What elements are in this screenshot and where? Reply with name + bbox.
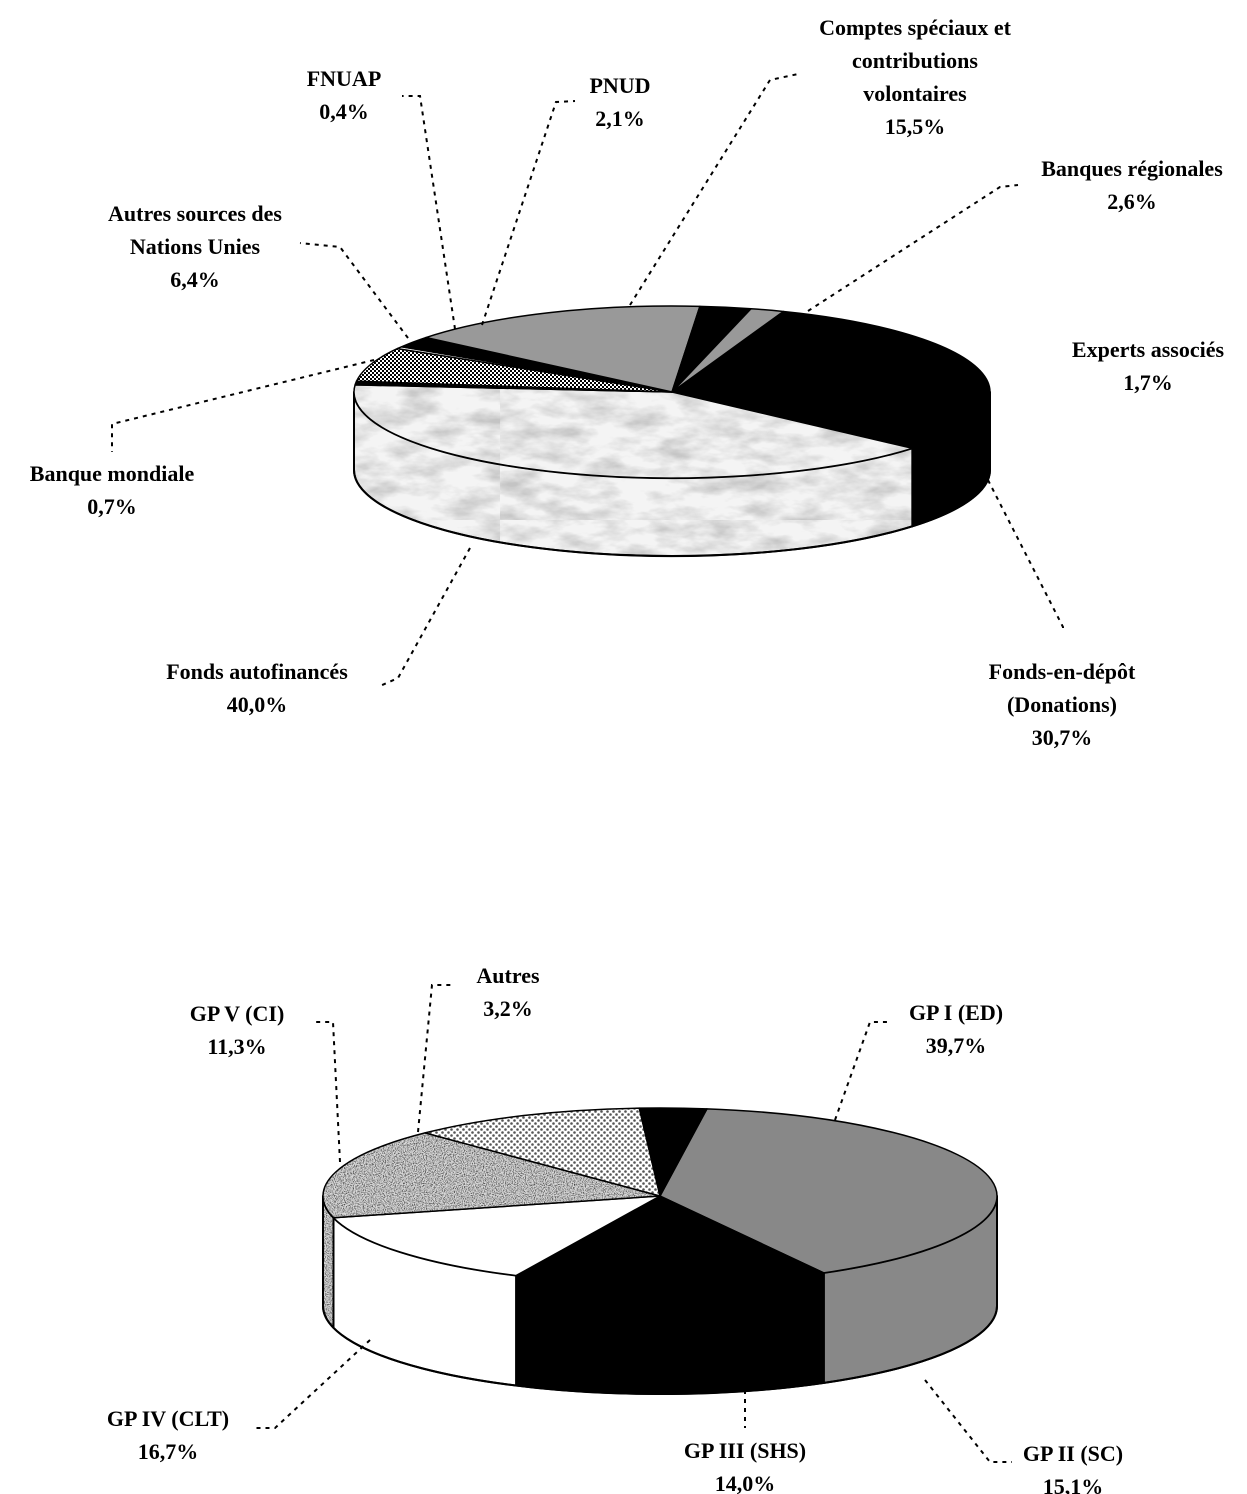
- slice-label-fnuap: FNUAP: [307, 66, 382, 91]
- pie-slice-comptes-speciaux-et-contributions-volontaires: [425, 305, 701, 393]
- pie-chart-funding-sources: Fonds-en-dépôt (Donations) 30,7% Fonds auto…: [30, 15, 1225, 750]
- leader-line-gp-iv-clt: [252, 1339, 371, 1429]
- leader-line-autres: [417, 984, 452, 1133]
- leader-line-autres-sources-des-nations-unies: [299, 242, 409, 339]
- slice-label-pnud: PNUD: [589, 73, 650, 98]
- slice-value-experts-associes: 1,7%: [1123, 370, 1173, 395]
- slice-value-banques-regionales: 2,6%: [1107, 189, 1157, 214]
- slice-label-comptes-speciaux-et-contributions-volontaires: contributions: [852, 48, 978, 73]
- leader-line-gp-i-ed: [834, 1021, 888, 1121]
- slice-value-fonds-autofinances: 40,0%: [227, 692, 288, 717]
- leader-line-gp-ii-sc: [924, 1379, 1012, 1463]
- slice-label-experts-associes: Experts associés: [1072, 337, 1225, 362]
- pie-slices: [322, 1107, 998, 1285]
- pie-rim-outline: [353, 392, 991, 557]
- leader-line-fnuap: [402, 95, 456, 330]
- slice-label-gp-ii-sc: GP II (SC): [1023, 1441, 1123, 1466]
- pie-slice-fonds-en-depot-donations: [671, 310, 991, 450]
- pie-slice-gp-v-ci: [424, 1107, 661, 1197]
- slice-label-autres: Autres: [476, 963, 540, 988]
- pie-slice-autres-sources-des-nations-unies: [355, 347, 673, 393]
- pie-slice-fonds-autofinances: [353, 384, 914, 479]
- leader-line-fonds-en-depot-donations: [987, 479, 1064, 633]
- slice-value-fonds-en-depot-donations: 30,7%: [1032, 725, 1093, 750]
- slice-label-gp-i-ed: GP I (ED): [909, 1000, 1003, 1025]
- pie-slice-autres: [638, 1107, 708, 1197]
- pie-slice-gp-iv-clt: [322, 1132, 661, 1219]
- leader-line-gp-iii-shs: [659, 1354, 746, 1428]
- pie-slice-experts-associes: [671, 307, 785, 393]
- slice-value-banque-mondiale: 0,7%: [87, 494, 137, 519]
- slice-label-banques-regionales: Banques régionales: [1041, 156, 1223, 181]
- leader-line-gp-v-ci: [313, 1021, 341, 1163]
- pie-slices: [353, 305, 991, 479]
- slice-value-gp-iii-shs: 14,0%: [715, 1471, 776, 1494]
- pie-labels: GP I (ED) 39,7% GP II (SC) 15,1% GP III (SHS…: [107, 963, 1123, 1494]
- slice-value-gp-iv-clt: 16,7%: [138, 1439, 199, 1464]
- slice-value-autres-sources-des-nations-unies: 6,4%: [170, 267, 220, 292]
- leader-line-banques-regionales: [807, 184, 1019, 312]
- slice-value-gp-ii-sc: 15,1%: [1043, 1474, 1104, 1494]
- slice-value-fnuap: 0,4%: [319, 99, 369, 124]
- slice-label-gp-iv-clt: GP IV (CLT): [107, 1406, 229, 1431]
- slice-label-fonds-autofinances: Fonds autofinancés: [166, 659, 348, 684]
- pie-slice-gp-ii-sc: [515, 1195, 825, 1285]
- pie-side-gp-ii-sc: [515, 1271, 825, 1395]
- pie-slice-gp-i-ed: [659, 1108, 998, 1274]
- slice-label-fonds-en-depot-donations: Fonds-en-dépôt: [989, 659, 1136, 684]
- slice-label-fonds-en-depot-donations: (Donations): [1007, 692, 1117, 717]
- slice-value-gp-i-ed: 39,7%: [926, 1033, 987, 1058]
- slice-label-autres-sources-des-nations-unies: Autres sources des: [108, 201, 282, 226]
- slice-label-comptes-speciaux-et-contributions-volontaires: Comptes spéciaux et: [819, 15, 1012, 40]
- leader-line-fonds-autofinances: [379, 547, 471, 687]
- slice-label-gp-iii-shs: GP III (SHS): [684, 1438, 806, 1463]
- slice-value-gp-v-ci: 11,3%: [207, 1034, 266, 1059]
- slice-label-autres-sources-des-nations-unies: Nations Unies: [130, 234, 261, 259]
- slice-value-comptes-speciaux-et-contributions-volontaires: 15,5%: [885, 114, 946, 139]
- slice-value-autres: 3,2%: [483, 996, 533, 1021]
- pie-rim-outline: [322, 1196, 998, 1395]
- slice-label-banque-mondiale: Banque mondiale: [30, 461, 195, 486]
- slice-label-gp-v-ci: GP V (CI): [190, 1001, 285, 1026]
- pie-slice-gp-iii-shs: [332, 1195, 661, 1277]
- leader-line-banque-mondiale: [111, 359, 375, 452]
- pie-side-walls: [322, 1195, 998, 1395]
- pie-labels: Fonds-en-dépôt (Donations) 30,7% Fonds auto…: [30, 15, 1225, 750]
- slice-value-pnud: 2,1%: [595, 106, 645, 131]
- leader-line-pnud: [481, 100, 576, 326]
- leader-line-comptes-speciaux-et-contributions-volontaires: [629, 73, 799, 306]
- pie-chart-programmes: GP I (ED) 39,7% GP II (SC) 15,1% GP III (SHS…: [107, 963, 1123, 1494]
- slice-label-comptes-speciaux-et-contributions-volontaires: volontaires: [863, 81, 967, 106]
